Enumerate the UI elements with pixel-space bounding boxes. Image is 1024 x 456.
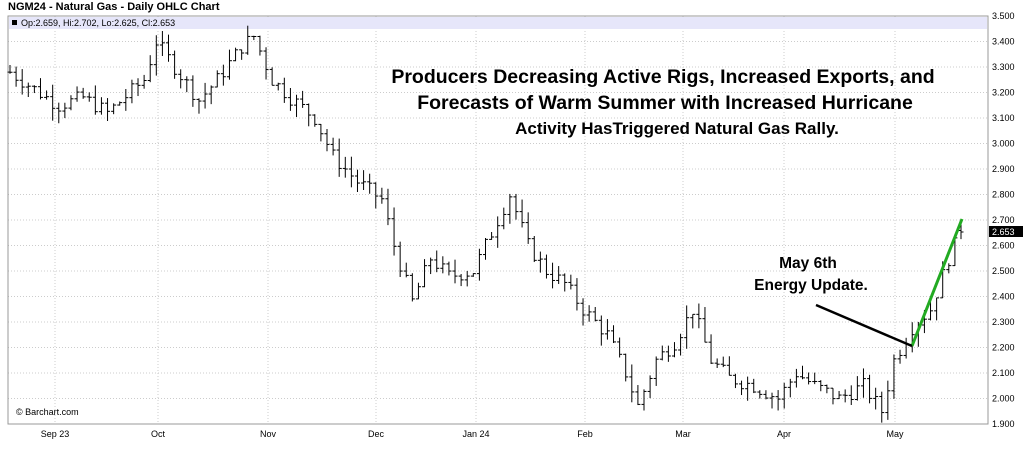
y-tick-label: 3.000 [992, 139, 1015, 149]
y-tick-label: 2.600 [992, 241, 1015, 251]
y-tick-label: 2.100 [992, 368, 1015, 378]
info-bar-text: Op:2.659, Hi:2.702, Lo:2.625, Cl:2.653 [21, 18, 175, 28]
y-tick-label: 2.000 [992, 394, 1015, 404]
y-tick-label: 3.100 [992, 113, 1015, 123]
copyright-text: © Barchart.com [16, 407, 79, 417]
y-tick-label: 3.300 [992, 62, 1015, 72]
x-tick-label: Feb [577, 429, 593, 439]
y-tick-label: 1.900 [992, 419, 1015, 429]
y-tick-label: 2.800 [992, 190, 1015, 200]
y-tick-label: 2.200 [992, 343, 1015, 353]
x-tick-label: May [886, 429, 904, 439]
x-tick-label: Mar [675, 429, 691, 439]
x-tick-label: Sep 23 [41, 429, 70, 439]
y-tick-label: 2.900 [992, 164, 1015, 174]
info-bar [9, 17, 987, 29]
trend-line [910, 218, 964, 347]
x-tick-label: Apr [777, 429, 791, 439]
y-axis: 1.900 2.000 2.100 2.200 2.300 2.400 2.500 2.600… [992, 11, 1015, 429]
y-tick-label: 2.500 [992, 266, 1015, 276]
y-tick-label: 3.400 [992, 37, 1015, 47]
last-price-box [989, 226, 1023, 237]
x-tick-label: Jan 24 [462, 429, 489, 439]
headline-line-1: Producers Decreasing Active Rigs, Increa… [391, 66, 934, 88]
x-axis: Sep 23 Oct Nov Dec Jan 24 Feb Mar Apr May [41, 429, 904, 439]
x-tick-label: Dec [368, 429, 385, 439]
callout-arrow [815, 303, 913, 348]
y-tick-label: 3.200 [992, 88, 1015, 98]
last-price-label: 2.653 [992, 227, 1015, 237]
callout-line-2: Energy Update. [754, 277, 868, 294]
x-tick-label: Oct [151, 429, 166, 439]
callout-line-1: May 6th [779, 255, 837, 272]
chart-title: NGM24 - Natural Gas - Daily OHLC Chart [8, 1, 220, 13]
grid-lines [8, 15, 988, 425]
ohlc-bars [7, 25, 964, 423]
x-tick-label: Nov [260, 429, 277, 439]
last-price-marker: 2.653 [989, 226, 1023, 237]
y-tick-label: 2.400 [992, 292, 1015, 302]
headline-line-2: Forecasts of Warm Summer with Increased … [417, 92, 913, 114]
y-tick-label: 2.300 [992, 317, 1015, 327]
headline-line-3: Activity HasTriggered Natural Gas Rally. [515, 119, 839, 138]
plot-frame [7, 15, 989, 425]
y-tick-label: 2.700 [992, 215, 1015, 225]
info-bar-marker-icon [12, 20, 17, 25]
y-tick-label: 3.500 [992, 11, 1015, 21]
